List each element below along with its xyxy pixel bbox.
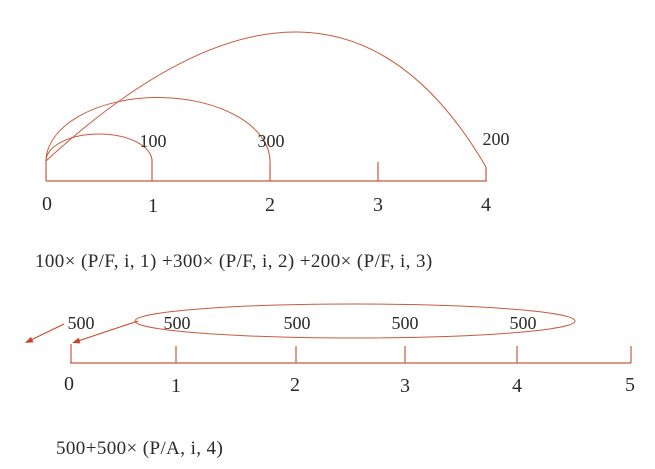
annuity-payment-1: 500 (164, 313, 191, 333)
bottom-tick-label-1: 1 (171, 375, 181, 397)
initial-payment-arrow-line (30, 323, 65, 341)
present-worth-formula-pf: 100× (P/F, i, 1) +300× (P/F, i, 2) +200×… (35, 251, 433, 272)
initial-payment-500: 500 (68, 313, 95, 333)
bottom-cashflow-diagram: 500 500 500 500 500 0 1 2 3 4 5 (25, 303, 635, 397)
ellipse-to-origin-arrowhead-icon (72, 337, 81, 344)
discount-arc-period-4 (45, 31, 487, 168)
bottom-tick-label-2: 2 (290, 374, 300, 396)
top-cashflow-diagram: 100 300 200 0 1 2 3 4 (42, 31, 510, 217)
present-worth-formula-pa: 500+500× (P/A, i, 4) (56, 438, 224, 459)
initial-payment-arrowhead-icon (25, 336, 34, 343)
cash-amount-300: 300 (258, 131, 285, 151)
top-tick-label-3: 3 (373, 194, 383, 216)
annuity-group-ellipse (134, 303, 576, 339)
top-tick-label-0: 0 (42, 193, 52, 215)
annuity-payment-3: 500 (392, 313, 419, 333)
ellipse-to-origin-arrow-line (77, 320, 139, 342)
cash-amount-100: 100 (140, 131, 167, 151)
top-tick-label-2: 2 (265, 194, 275, 216)
bottom-tick-label-5: 5 (625, 374, 635, 396)
cash-amount-200: 200 (483, 129, 510, 149)
discount-arc-period-1 (45, 133, 153, 162)
discount-arc-period-2 (45, 97, 271, 163)
annuity-payment-4: 500 (510, 313, 537, 333)
top-tick-label-1: 1 (148, 195, 158, 217)
bottom-tick-label-3: 3 (400, 375, 410, 397)
top-tick-label-4: 4 (481, 194, 491, 216)
bottom-tick-label-0: 0 (64, 373, 74, 395)
bottom-tick-label-4: 4 (512, 375, 522, 397)
annuity-payment-2: 500 (284, 313, 311, 333)
